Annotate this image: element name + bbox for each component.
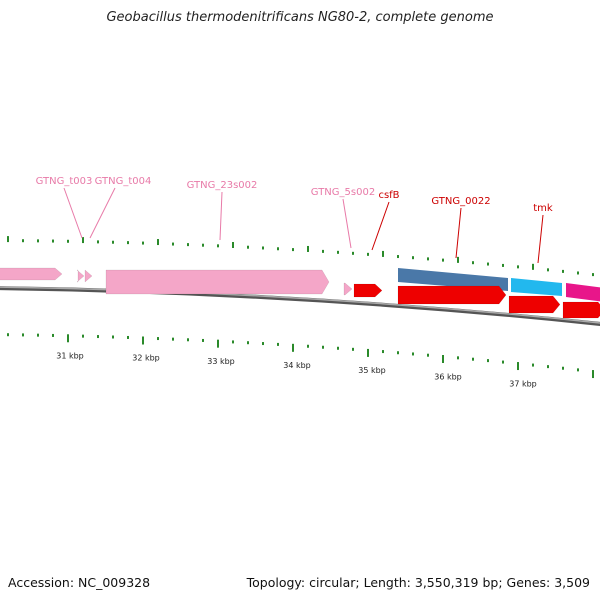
gene-labels: GTNG_t003 GTNG_t004 GTNG_23s002 GTNG_5s002 c… (36, 176, 553, 214)
kbp-label: 31 kbp (56, 351, 84, 360)
kbp-label: 36 kbp (434, 372, 462, 381)
gene-label-csfb[interactable]: csfB (378, 190, 399, 201)
gene-label-leader (371, 201, 390, 251)
kbp-label: 33 kbp (207, 357, 235, 366)
gene-label-t003[interactable]: GTNG_t003 (36, 176, 93, 187)
gene-feature (398, 268, 508, 291)
kbp-label: 35 kbp (358, 366, 386, 375)
gene-label-leader (89, 187, 116, 239)
genome-title: Geobacillus thermodenitrificans NG80-2, … (106, 10, 494, 25)
kbp-label: 34 kbp (283, 361, 311, 370)
gene-feature (566, 283, 600, 302)
gene-label-leader (219, 191, 223, 241)
cds-feature (508, 295, 561, 314)
trna-feature (84, 269, 93, 283)
kbp-label: 37 kbp (509, 380, 537, 389)
gene-label-5s002[interactable]: GTNG_5s002 (311, 187, 375, 198)
cds-feature (562, 301, 600, 319)
gene-label-t004[interactable]: GTNG_t004 (95, 176, 152, 187)
genome-summary-text: Topology: circular; Length: 3,550,319 bp… (246, 575, 590, 590)
cds-feature (397, 285, 507, 305)
cds-feature (353, 283, 383, 298)
trna-feature (76, 269, 85, 283)
rrna-feature (343, 282, 353, 296)
kbp-label: 32 kbp (132, 354, 160, 363)
gene-label-leader (342, 198, 352, 249)
gene-features (0, 267, 600, 319)
accession-text: Accession: NC_009328 (8, 575, 151, 590)
gene-label-leader (63, 187, 83, 239)
rrna-feature (105, 269, 330, 295)
gene-label-gtng0022[interactable]: GTNG_0022 (431, 196, 490, 207)
outer-tick-ring (7, 236, 594, 277)
gene-feature (511, 278, 562, 296)
genome-backbone (0, 286, 600, 326)
gene-label-tmk[interactable]: tmk (533, 203, 553, 214)
rrna-feature (0, 267, 63, 281)
gene-label-leader (455, 207, 462, 259)
gene-label-leaders (63, 187, 544, 264)
kbp-labels: 31 kbp 32 kbp 33 kbp 34 kbp 35 kbp 36 kbp 37 k… (56, 351, 537, 388)
inner-tick-ring (7, 333, 594, 379)
gene-label-23s002[interactable]: GTNG_23s002 (187, 180, 258, 191)
gene-label-leader (537, 214, 544, 264)
